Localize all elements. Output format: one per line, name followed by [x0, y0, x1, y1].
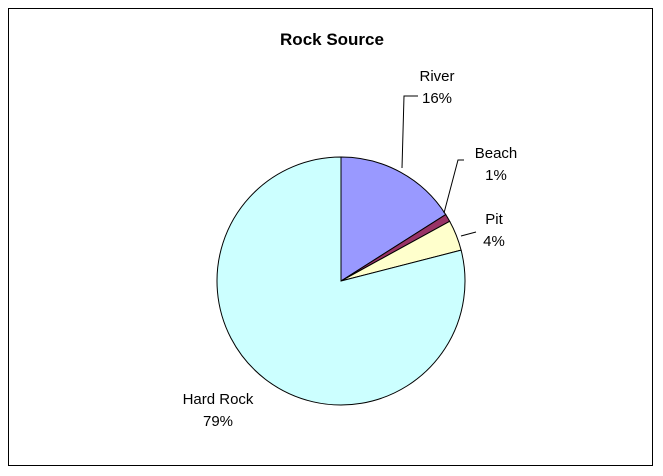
slice-value-hard-rock: 79%: [203, 413, 233, 430]
pie-slices: [216, 156, 466, 406]
leader-line-river: [401, 95, 418, 169]
slice-value-river: 16%: [422, 90, 452, 107]
chart-title: Rock Source: [280, 30, 384, 49]
slice-label-pit: Pit: [485, 211, 503, 228]
leader-lines: [401, 95, 477, 237]
slice-value-pit: 4%: [483, 233, 505, 250]
leader-line-beach: [443, 159, 464, 214]
slice-value-beach: 1%: [485, 167, 507, 184]
slice-label-hard-rock: Hard Rock: [183, 391, 254, 408]
leader-line-pit: [460, 231, 477, 237]
pie-slice-hard-rock: [216, 156, 466, 406]
slice-label-river: River: [419, 68, 454, 85]
slice-label-beach: Beach: [475, 145, 518, 162]
slice-labels: River 16% Beach 1% Pit 4% Hard Rock 79%: [183, 68, 518, 430]
pie-slice-river: [340, 156, 447, 282]
